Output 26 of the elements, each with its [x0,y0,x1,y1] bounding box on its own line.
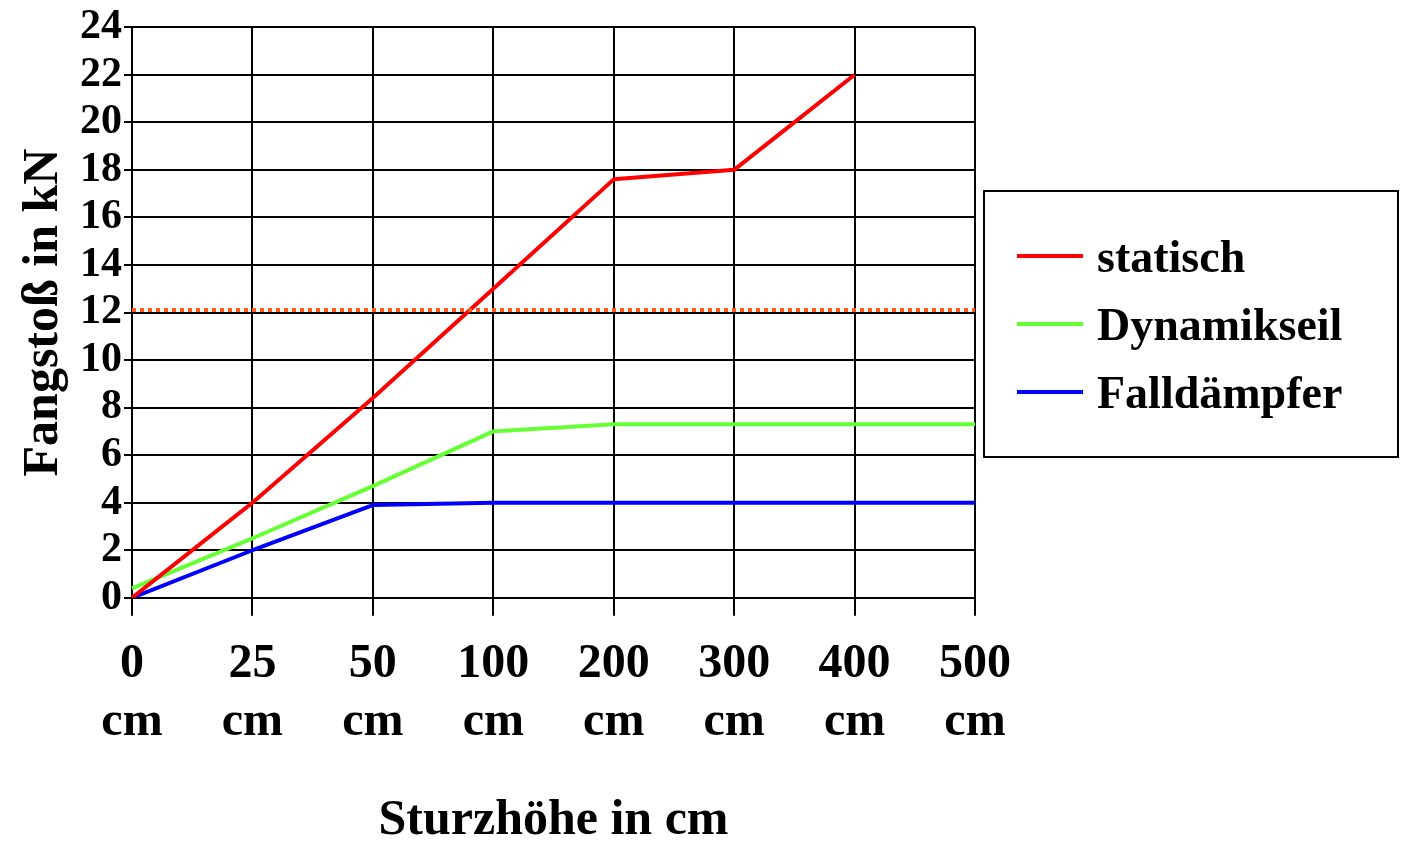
x-axis-title: Sturzhöhe in cm [378,788,729,845]
legend-label: statisch [1097,229,1246,283]
legend-label: Falldämpfer [1097,365,1343,419]
y-tick-label: 14 [80,238,122,285]
y-tick-label: 8 [101,381,122,428]
x-tick-label: 300 cm [698,634,771,745]
x-tick-label: 100 cm [457,634,530,745]
legend-label: Dynamikseil [1097,297,1343,351]
y-tick-label: 6 [101,428,122,475]
x-tick-label: 25 cm [221,634,284,745]
x-tick-label: 50 cm [342,634,404,745]
y-axis-title: Fangstoß in kN [11,148,68,477]
y-tick-label: 12 [80,286,122,333]
y-tick-label: 16 [80,191,122,238]
x-tick-label: 0 cm [101,634,163,745]
y-tick-label: 2 [101,524,122,571]
y-tick-label: 22 [80,48,122,95]
y-tick-label: 24 [80,1,122,48]
y-tick-label: 4 [101,476,122,523]
y-tick-label: 10 [80,333,122,380]
y-tick-label: 0 [101,571,122,618]
x-tick-label: 200 cm [577,634,650,745]
x-tick-label: 400 cm [818,634,891,745]
y-tick-label: 20 [80,96,122,143]
x-tick-label: 500 cm [939,634,1011,745]
y-tick-label: 18 [80,143,122,190]
